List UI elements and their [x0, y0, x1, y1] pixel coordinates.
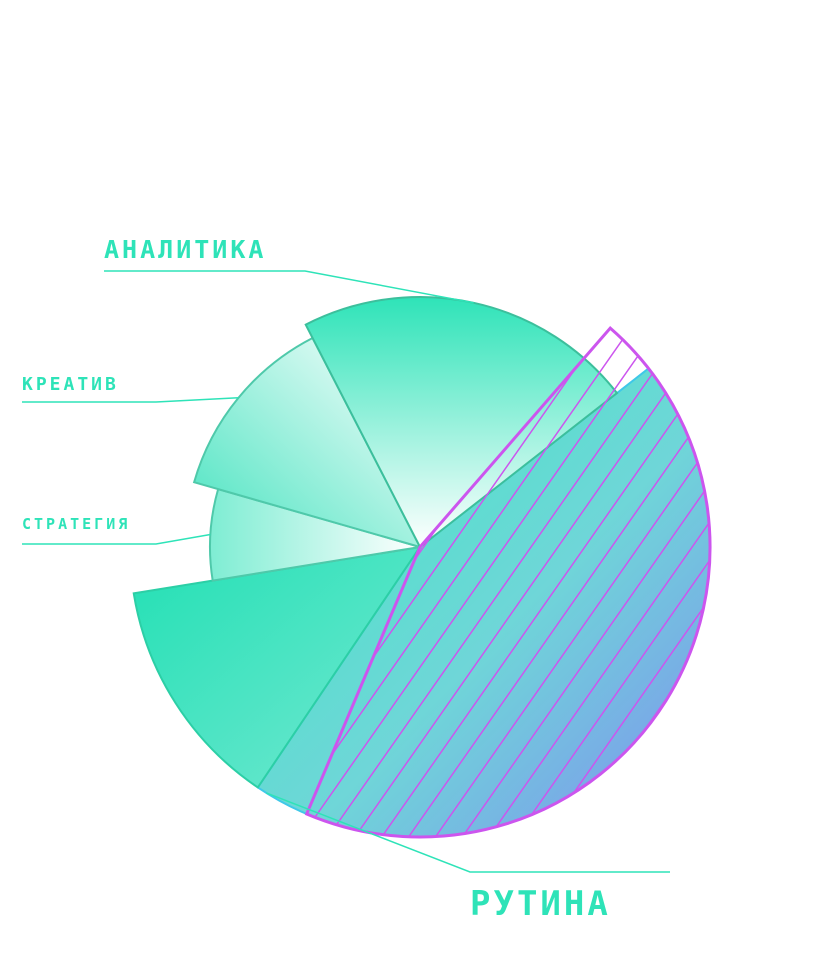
pie-slice-routine-hatch	[304, 326, 712, 839]
leader-line-strategy	[22, 533, 211, 545]
pie-slice-unlabeled-1	[132, 545, 423, 789]
slice-label-analytics: АНАЛИТИКА	[104, 235, 266, 264]
pie-slice-creative	[192, 336, 422, 549]
leader-line-creative	[22, 397, 239, 403]
slice-label-strategy: СТРАТЕГИЯ	[22, 515, 130, 533]
leader-line-analytics	[104, 270, 474, 304]
leader-line-routine	[266, 792, 670, 873]
slice-label-routine: РУТИНА	[470, 884, 611, 924]
slice-label-creative: КРЕАТИВ	[22, 374, 119, 395]
